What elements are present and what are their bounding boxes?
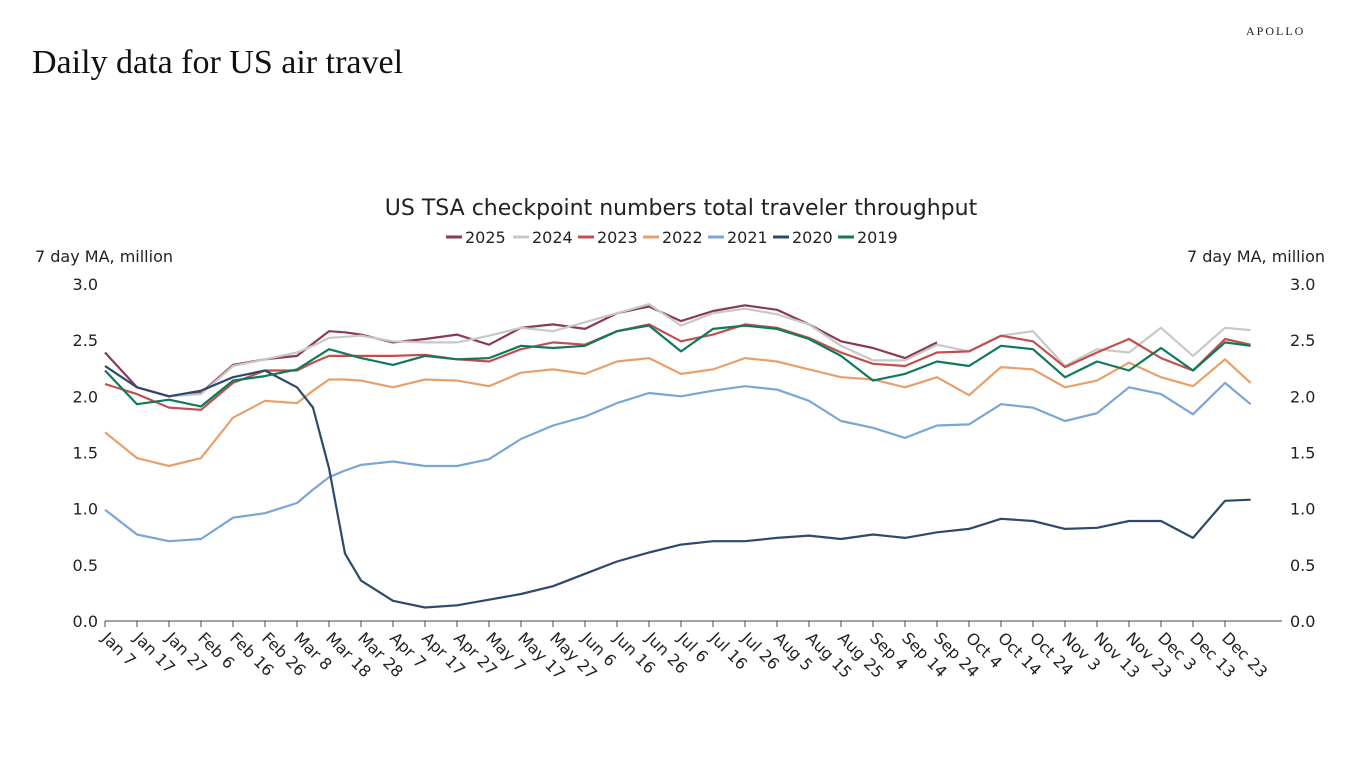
series-line-2020 [104, 365, 1251, 609]
series-lines [104, 303, 1252, 609]
legend-label-2021: 2021 [727, 228, 768, 247]
y-tick-label-right: 2.5 [1290, 331, 1315, 350]
y-tick-label-right: 1.5 [1290, 444, 1315, 463]
y-tick-label-right: 3.0 [1290, 275, 1315, 294]
series-line-2022 [104, 357, 1252, 468]
y-tick-label-left: 0.0 [73, 612, 98, 631]
y-axis-label-right: 7 day MA, million [1187, 247, 1325, 266]
y-axis-label-left: 7 day MA, million [35, 247, 173, 266]
legend-label-2025: 2025 [465, 228, 506, 247]
chart-title: US TSA checkpoint numbers total traveler… [385, 196, 978, 221]
page-title: Daily data for US air travel [32, 44, 404, 81]
y-tick-label-right: 2.0 [1290, 387, 1315, 406]
y-tick-label-left: 0.5 [73, 556, 98, 575]
y-tick-label-left: 1.5 [73, 444, 98, 463]
legend-label-2023: 2023 [597, 228, 638, 247]
series-line-2024 [104, 303, 1251, 398]
series-line-2021 [104, 381, 1252, 543]
y-tick-label-right: 0.5 [1290, 556, 1315, 575]
y-tick-label-left: 3.0 [73, 275, 98, 294]
legend-label-2019: 2019 [857, 228, 898, 247]
axes: 0.0 0.0 0.5 0.5 1.0 1.0 1.5 1.5 2.0 2.0 2.5 2.5 3.0 3… [73, 275, 1316, 683]
legend-label-2020: 2020 [792, 228, 833, 247]
y-tick-label-left: 1.0 [73, 500, 98, 519]
legend-label-2022: 2022 [662, 228, 703, 247]
brand-logo: APOLLO [1246, 24, 1306, 38]
legend-label-2024: 2024 [532, 228, 573, 247]
x-tick-label: Jan 7 [97, 628, 139, 670]
series-line-2023 [104, 323, 1251, 411]
series-line-2019 [104, 324, 1251, 408]
y-tick-label-left: 2.0 [73, 387, 98, 406]
y-tick-label-left: 2.5 [73, 331, 98, 350]
legend: 2025 2024 2023 2022 2021 2020 2019 [446, 228, 898, 247]
y-tick-label-right: 1.0 [1290, 500, 1315, 519]
y-tick-label-right: 0.0 [1290, 612, 1315, 631]
